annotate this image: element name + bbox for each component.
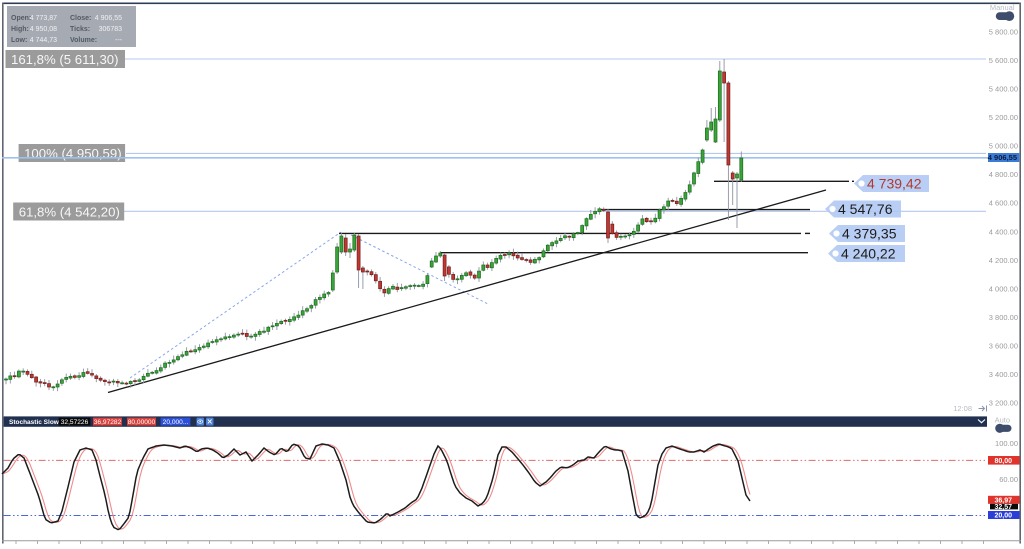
svg-text:5 000.00: 5 000.00 — [989, 142, 1018, 151]
svg-text:5 600.00: 5 600.00 — [989, 56, 1018, 65]
svg-text:5 400.00: 5 400.00 — [989, 85, 1018, 94]
svg-text:4 000.00: 4 000.00 — [989, 284, 1018, 293]
svg-text:Low:: Low: — [11, 37, 27, 44]
svg-text:Open:: Open: — [11, 15, 31, 22]
svg-text:5 200.00: 5 200.00 — [989, 113, 1018, 122]
svg-text:100.00: 100.00 — [995, 439, 1018, 448]
svg-text:4 200.00: 4 200.00 — [989, 256, 1018, 265]
svg-text:80,00000: 80,00000 — [128, 419, 156, 426]
svg-text:4 906,55: 4 906,55 — [95, 15, 122, 22]
svg-text:Auto: Auto — [995, 416, 1010, 425]
svg-text:3 600.00: 3 600.00 — [989, 341, 1018, 350]
svg-text:Manual: Manual — [990, 3, 1015, 12]
svg-text:4 950,08: 4 950,08 — [30, 26, 57, 33]
svg-text:12:08: 12:08 — [953, 404, 972, 413]
svg-text:161,8% (5 611,30): 161,8% (5 611,30) — [11, 52, 119, 67]
svg-text:Volume:: Volume: — [70, 37, 97, 44]
svg-text:3 800.00: 3 800.00 — [989, 313, 1018, 322]
svg-text:61,8% (4 542,20): 61,8% (4 542,20) — [19, 204, 120, 219]
svg-text:4 547,76: 4 547,76 — [838, 201, 893, 217]
svg-text:3 400.00: 3 400.00 — [989, 370, 1018, 379]
svg-text:4 906,55: 4 906,55 — [988, 153, 1017, 162]
svg-text:Ticks:: Ticks: — [70, 26, 90, 33]
svg-text:4 773,87: 4 773,87 — [30, 15, 57, 22]
svg-text:4 744,73: 4 744,73 — [30, 37, 57, 44]
svg-text:5 800.00: 5 800.00 — [989, 28, 1018, 37]
svg-text:4 800.00: 4 800.00 — [989, 170, 1018, 179]
svg-text:60.00: 60.00 — [999, 475, 1018, 484]
svg-text:4 240,22: 4 240,22 — [841, 246, 896, 262]
svg-text:4 379,35: 4 379,35 — [842, 226, 897, 242]
svg-text:4 600.00: 4 600.00 — [989, 199, 1018, 208]
svg-text:4 400.00: 4 400.00 — [989, 227, 1018, 236]
svg-text:36,97: 36,97 — [994, 497, 1012, 504]
svg-text:Close:: Close: — [70, 15, 91, 22]
svg-text:---: --- — [115, 37, 123, 44]
svg-text:4 739,42: 4 739,42 — [867, 176, 922, 192]
svg-text:306783: 306783 — [99, 26, 122, 33]
svg-text:80,00: 80,00 — [994, 458, 1012, 465]
svg-text:32,57: 32,57 — [994, 504, 1012, 511]
svg-text:20,000...: 20,000... — [163, 419, 189, 426]
svg-text:32,57226: 32,57226 — [61, 419, 89, 426]
svg-text:20,00: 20,00 — [994, 513, 1012, 520]
svg-text:High:: High: — [11, 26, 29, 33]
svg-text:36,97282: 36,97282 — [94, 419, 122, 426]
svg-text:Stochastic Slow: Stochastic Slow — [9, 419, 60, 426]
svg-text:3 200.00: 3 200.00 — [989, 399, 1018, 408]
